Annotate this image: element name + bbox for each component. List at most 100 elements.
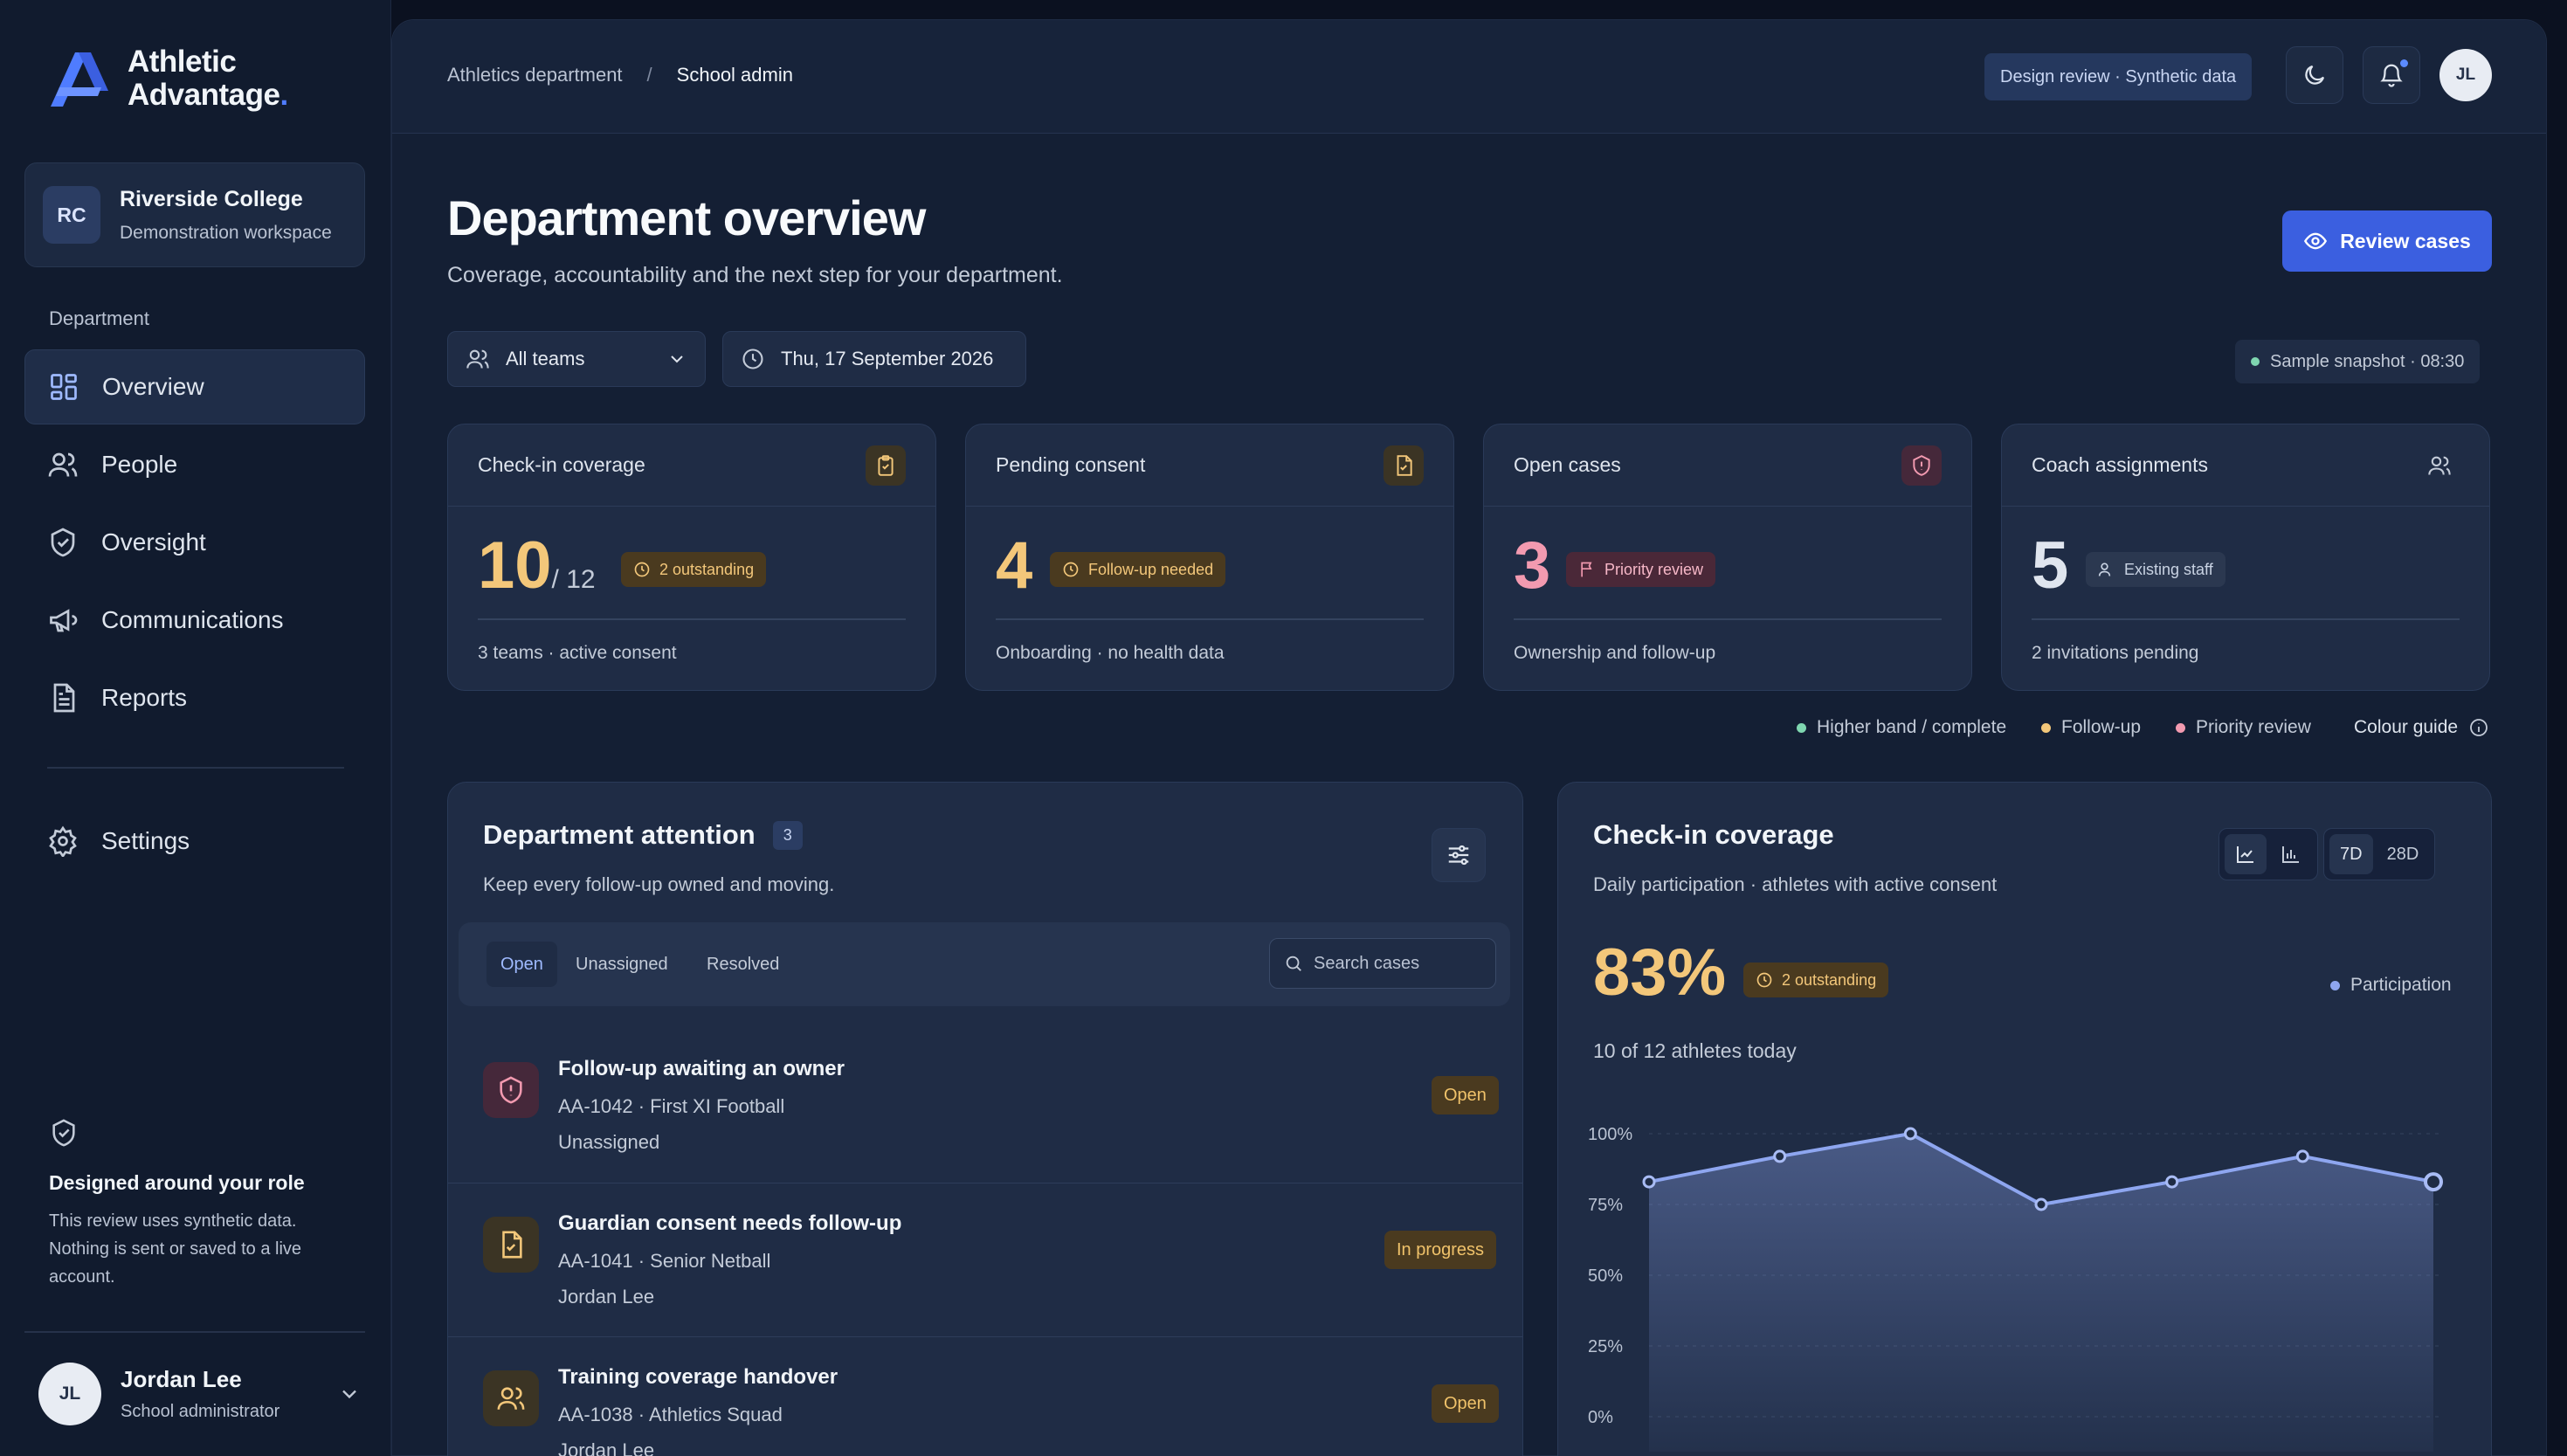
- data-point[interactable]: [2034, 1197, 2048, 1211]
- kpi-title: Coach assignments: [2032, 453, 2208, 476]
- kpi-card-consent[interactable]: Pending consent 4 Follow-up needed Onboa…: [965, 424, 1454, 691]
- sidebar-item-oversight[interactable]: Oversight: [24, 505, 365, 580]
- data-point[interactable]: [2424, 1172, 2443, 1192]
- brand-dot: .: [279, 78, 288, 112]
- avatar: JL: [38, 1363, 101, 1425]
- document-icon: [53, 683, 75, 713]
- kpi-card-checkin[interactable]: Check-in coverage 10/ 12 2 outstanding 3…: [447, 424, 936, 691]
- badge-label: Follow-up needed: [1088, 560, 1214, 578]
- badge-label: 2 outstanding: [659, 560, 755, 578]
- sidebar-item-label: Oversight: [101, 528, 206, 555]
- status-badge: Open: [1432, 1384, 1499, 1423]
- date-picker[interactable]: Thu, 17 September 2026: [722, 331, 1026, 387]
- data-point[interactable]: [2295, 1149, 2309, 1163]
- range-7d-button[interactable]: 7D: [2329, 834, 2373, 874]
- bar-chart-button[interactable]: [2270, 834, 2312, 874]
- tab-open[interactable]: Open: [486, 942, 557, 987]
- status-badge: Priority review: [1566, 552, 1716, 587]
- sidebar-settings-group: Settings: [24, 804, 365, 881]
- colour-guide-button[interactable]: Colour guide: [2354, 717, 2489, 738]
- role-info: Designed around your role This review us…: [49, 1118, 346, 1291]
- workspace-switcher[interactable]: RC Riverside College Demonstration works…: [24, 162, 365, 267]
- chevron-down-icon[interactable]: [337, 1382, 362, 1406]
- data-point[interactable]: [1642, 1175, 1656, 1189]
- search-placeholder: Search cases: [1314, 953, 1420, 973]
- snapshot-label: Sample snapshot · 08:30: [2270, 351, 2465, 371]
- kpi-card-open-cases[interactable]: Open cases 3 Priority review Ownership a…: [1483, 424, 1972, 691]
- filter-settings-button[interactable]: [1432, 828, 1486, 882]
- line-chart-button[interactable]: [2225, 834, 2267, 874]
- brand-line-2: Advantage: [128, 78, 280, 112]
- y-tick-label: 25%: [1588, 1337, 1623, 1356]
- kpi-card-coach[interactable]: Coach assignments 5 Existing staff 2 inv…: [2001, 424, 2490, 691]
- sidebar-nav: Overview People Oversight Communications…: [24, 349, 365, 738]
- topbar: Athletics department / School admin Desi…: [392, 20, 2546, 134]
- tab-unassigned[interactable]: Unassigned: [576, 954, 668, 974]
- list-item[interactable]: Guardian consent needs follow-up AA-1041…: [448, 1183, 1522, 1335]
- case-title: Follow-up awaiting an owner: [558, 1057, 845, 1080]
- brand-logo[interactable]: Athletic Advantage.: [47, 45, 288, 112]
- kpi-denominator: / 12: [551, 565, 596, 594]
- avatar[interactable]: JL: [2439, 49, 2492, 101]
- list-item[interactable]: Follow-up awaiting an owner AA-1042 · Fi…: [448, 1029, 1522, 1182]
- panel-title: Department attention 3: [483, 819, 803, 851]
- status-badge: Existing staff: [2086, 552, 2225, 587]
- list-item[interactable]: Training coverage handover AA-1038 · Ath…: [448, 1336, 1523, 1456]
- sidebar-item-settings[interactable]: Settings: [24, 804, 365, 879]
- clock-icon: [1756, 972, 1772, 988]
- legend-label: Higher band / complete: [1817, 717, 2007, 737]
- legend-label: Priority review: [2196, 717, 2311, 737]
- kpi-value: 3: [1514, 528, 1551, 603]
- status-badge: Follow-up needed: [1050, 552, 1226, 587]
- team-filter-select[interactable]: All teams: [447, 331, 706, 387]
- line-chart-icon: [2237, 846, 2253, 863]
- status-badge: In progress: [1384, 1231, 1497, 1269]
- sidebar-item-people[interactable]: People: [24, 427, 365, 502]
- kpi-value: 10: [478, 528, 552, 603]
- user-menu[interactable]: JL Jordan Lee School administrator: [38, 1363, 362, 1425]
- chevron-right-icon: [1515, 1393, 1523, 1414]
- snapshot-badge: Sample snapshot · 08:30: [2235, 340, 2481, 383]
- user-name: Jordan Lee: [121, 1366, 242, 1392]
- clock-icon: [1063, 562, 1079, 577]
- brand-name: Athletic Advantage.: [128, 45, 288, 112]
- breadcrumb-parent[interactable]: Athletics department: [447, 64, 623, 86]
- legend-followup: Follow-up: [2041, 717, 2141, 738]
- sidebar-item-overview[interactable]: Overview: [24, 349, 365, 424]
- count-badge: 3: [772, 820, 803, 850]
- tab-resolved[interactable]: Resolved: [707, 954, 780, 974]
- coverage-area-chart: 100% 75% 50% 25% 0%: [1588, 1125, 2443, 1452]
- sidebar-item-communications[interactable]: Communications: [24, 583, 365, 658]
- team-filter-value: All teams: [506, 348, 585, 369]
- data-point[interactable]: [1773, 1149, 1787, 1163]
- flag-icon: [1581, 562, 1592, 577]
- status-dot: [2251, 357, 2260, 366]
- notifications-button[interactable]: [2363, 46, 2420, 104]
- search-input[interactable]: Search cases: [1269, 938, 1496, 989]
- kpi-title: Open cases: [1514, 453, 1621, 476]
- rose-dot: [2176, 722, 2185, 733]
- data-point[interactable]: [1903, 1127, 1917, 1141]
- sidebar: Athletic Advantage. RC Riverside College…: [0, 0, 391, 1456]
- checkin-coverage-panel: Check-in coverage Daily participation · …: [1557, 782, 2492, 1456]
- colour-guide-label: Colour guide: [2354, 717, 2459, 737]
- role-title: Designed around your role: [49, 1171, 305, 1194]
- review-cases-button[interactable]: Review cases: [2282, 210, 2492, 272]
- chevron-down-icon: [671, 355, 683, 363]
- users-icon: [2419, 445, 2460, 486]
- sidebar-item-label: People: [101, 451, 178, 478]
- y-tick-label: 50%: [1588, 1266, 1623, 1286]
- data-point[interactable]: [2165, 1175, 2179, 1189]
- kpi-footer: Ownership and follow-up: [1514, 643, 1716, 663]
- search-icon: [1286, 956, 1301, 971]
- theme-toggle-button[interactable]: [2286, 46, 2343, 104]
- y-tick-label: 75%: [1588, 1196, 1623, 1215]
- status-badge: Open: [1432, 1076, 1499, 1114]
- sidebar-item-reports[interactable]: Reports: [24, 660, 365, 735]
- range-28d-button[interactable]: 28D: [2386, 844, 2419, 864]
- users-icon: [2098, 562, 2111, 576]
- coverage-title: Check-in coverage: [1593, 819, 1834, 850]
- breadcrumb-separator: /: [646, 64, 652, 86]
- kpi-title: Check-in coverage: [478, 453, 645, 476]
